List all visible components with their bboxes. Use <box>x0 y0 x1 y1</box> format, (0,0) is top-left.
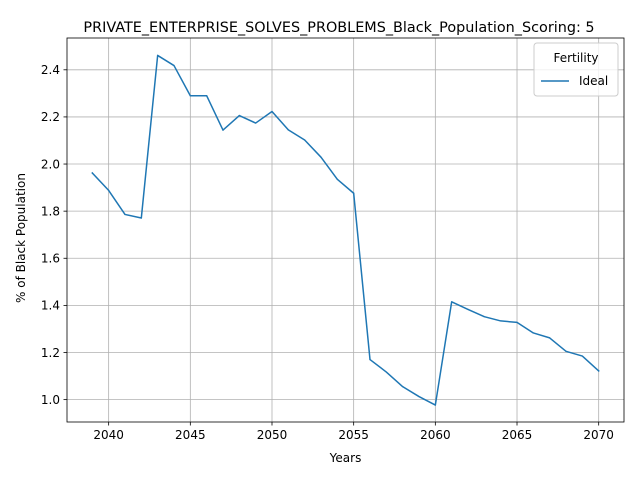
grid-lines <box>67 38 624 422</box>
data-point <box>271 110 273 113</box>
data-point <box>222 129 224 131</box>
data-point <box>598 370 600 372</box>
x-tick-label: 2070 <box>583 428 614 442</box>
y-axis-label: % of Black Population <box>14 173 28 303</box>
y-tick-label: 1.2 <box>41 346 60 360</box>
legend-frame <box>533 42 619 97</box>
data-point <box>238 114 240 117</box>
x-axis-label: Years <box>329 451 362 465</box>
y-tick-label: 1.4 <box>41 299 60 313</box>
legend-title: Fertility <box>553 51 598 65</box>
x-tick-label: 2045 <box>175 428 206 442</box>
x-tick-label: 2060 <box>420 428 451 442</box>
x-tick-label: 2050 <box>257 428 288 442</box>
plot-frame <box>66 37 625 423</box>
data-point <box>173 64 175 67</box>
y-tick-label: 2.0 <box>41 157 60 171</box>
data-point <box>336 178 338 180</box>
chart-title: PRIVATE_ENTERPRISE_SOLVES_PROBLEMS_Black… <box>83 20 594 36</box>
y-tick-label: 1.8 <box>41 204 60 218</box>
data-point <box>124 213 126 216</box>
data-point <box>304 139 306 141</box>
data-point <box>549 337 551 339</box>
legend-label-ideal: Ideal <box>579 74 608 88</box>
axes: 2040 2045 2050 2055 2060 2065 2070 1.0 1.2 1.4 1.6… <box>41 37 625 442</box>
y-tick-label: 2.2 <box>41 110 60 124</box>
data-point <box>320 156 322 158</box>
series-line-ideal <box>91 54 600 406</box>
data-point <box>108 189 110 192</box>
data-point <box>418 395 420 398</box>
x-tick-label: 2040 <box>93 428 124 442</box>
data-point <box>581 355 583 357</box>
data-point <box>206 95 208 97</box>
data-point <box>402 386 404 388</box>
data-point <box>532 332 534 334</box>
data-point <box>483 316 485 318</box>
x-tick-label: 2055 <box>338 428 369 442</box>
data-point <box>369 358 371 361</box>
data-point <box>385 371 387 373</box>
data-point <box>451 301 453 303</box>
data-point <box>516 321 518 323</box>
y-tick-label: 1.0 <box>41 393 60 407</box>
y-tick-label: 2.4 <box>41 63 60 77</box>
data-point <box>353 192 355 194</box>
x-tick-label: 2065 <box>502 428 533 442</box>
data-point <box>189 95 191 97</box>
data-point <box>287 129 289 131</box>
legend: Fertility Ideal <box>533 42 619 97</box>
data-point <box>467 308 469 310</box>
data-point <box>565 350 567 352</box>
data-point <box>500 320 502 322</box>
data-point <box>255 122 257 124</box>
series-layer <box>91 54 600 406</box>
data-point <box>140 217 142 219</box>
y-tick-label: 1.6 <box>41 252 60 266</box>
data-point <box>434 404 436 406</box>
data-point <box>91 172 93 174</box>
data-point <box>157 54 159 57</box>
